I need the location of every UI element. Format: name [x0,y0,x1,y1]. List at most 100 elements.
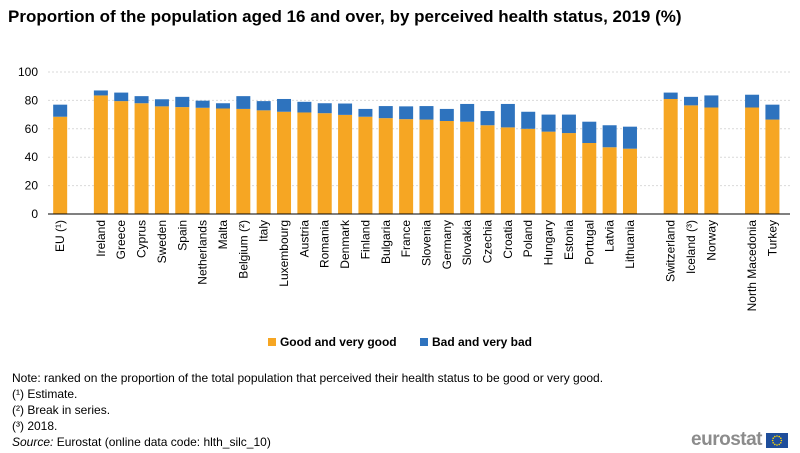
bar-good [378,118,393,214]
bar-bad [277,98,292,112]
bar-bad [215,103,230,109]
bar-good [521,128,536,214]
x-tick-label: Germany [440,220,454,269]
legend-item-good: Good and very good [267,335,397,349]
bar-good [765,119,780,214]
bar-bad [317,103,332,114]
x-tick-label: Malta [216,220,230,250]
logo-text: eurostat [691,429,762,450]
legend-item-bad: Bad and very bad [419,335,533,349]
x-axis-labels: EU (¹) Ireland Greece Cyprus Sweden Spain Neth… [53,219,779,311]
bar-bad [195,100,210,108]
bar-good [114,101,129,214]
bar-bad [399,106,414,120]
y-tick-label: 0 [31,207,38,221]
bar-bad [378,106,393,119]
x-tick-label: Estonia [562,220,576,260]
y-tick-label: 60 [25,122,39,136]
x-tick-label: Portugal [582,220,596,265]
x-tick-label: Latvia [603,220,617,252]
bar-good [684,105,699,214]
note-text: Note: ranked on the proportion of the to… [12,371,604,385]
bar-good [317,113,332,214]
legend-swatch-good [267,338,276,346]
x-tick-label: Luxembourg [277,220,291,287]
bar-good [93,95,108,214]
x-tick-label: Czechia [481,220,495,264]
legend: Good and very good Bad and very bad [0,335,800,349]
bar-good [175,107,190,214]
y-tick-label: 100 [18,65,38,79]
eurostat-logo: eurostat [691,429,788,451]
bar-bad [561,114,576,134]
x-tick-label: Cyprus [135,220,149,258]
bar-good [358,116,373,214]
bar-good [256,110,271,214]
bar-bad [541,114,556,132]
bar-good [195,107,210,214]
stacked-bar-chart: 0 20 40 60 80 100 EU (¹) Ireland Greece Cyprus Sw… [18,65,790,311]
x-tick-label: Netherlands [196,220,210,285]
footnote-2: (²) Break in series. [12,403,111,417]
legend-label-good: Good and very good [279,335,397,349]
y-axis-ticks: 0 20 40 60 80 100 [18,65,38,221]
bar-good [134,103,149,214]
bar-bad [684,96,699,106]
bar-good [704,107,719,214]
bar-bad [460,103,475,122]
bar-bad [663,92,678,99]
x-tick-label: Slovenia [419,220,433,266]
bar-good [541,131,556,214]
bar-good [277,111,292,214]
bar-bad [521,111,536,129]
bar-good [500,127,515,214]
x-tick-label: Belgium (²) [236,220,250,279]
bar-good [439,120,454,214]
bar-bad [134,96,149,104]
y-tick-label: 40 [25,150,39,164]
x-tick-label: Sweden [155,220,169,263]
bar-bad [53,104,68,117]
footnote-1: (¹) Estimate. [12,387,78,401]
x-tick-label: Ireland [94,220,108,257]
legend-label-bad: Bad and very bad [431,335,533,349]
bar-good [236,108,251,214]
x-tick-label: Hungary [542,220,556,265]
bar-good [399,119,414,214]
eu-flag-icon [766,432,788,448]
x-tick-label: Switzerland [664,220,678,282]
bar-good [561,133,576,214]
bar-bad [745,94,760,108]
x-tick-label: Bulgaria [379,220,393,264]
bar-bad [114,92,129,102]
bar-bad [602,125,617,148]
source-label: Source: [12,435,54,449]
y-tick-label: 80 [25,93,39,107]
bar-good [419,119,434,214]
x-tick-label: Turkey [765,220,779,256]
y-tick-label: 20 [25,179,39,193]
bar-bad [358,108,373,117]
source-line: Source: Eurostat (online data code: hlth… [12,434,603,450]
legend-swatch-bad [419,338,428,346]
x-tick-label: Iceland (³) [684,220,698,274]
x-tick-label: Croatia [501,220,515,259]
bar-bad [419,106,434,120]
bar-good [622,148,637,214]
bar-bad [439,108,454,121]
chart-title: Proportion of the population aged 16 and… [8,7,682,26]
x-tick-label: Lithuania [623,220,637,269]
x-tick-label: EU (¹) [53,220,67,252]
x-tick-label: Romania [318,220,332,268]
x-tick-label: Austria [297,220,311,258]
bar-bad [765,104,780,120]
bar-good [154,106,169,214]
footnote-3: (³) 2018. [12,419,58,433]
x-tick-label: France [399,220,413,258]
bar-bad [154,99,169,107]
bar-good [215,108,230,214]
bar-good [602,147,617,214]
bar-bad [175,96,190,108]
bar-good [480,125,495,214]
x-tick-label: Norway [704,220,718,261]
